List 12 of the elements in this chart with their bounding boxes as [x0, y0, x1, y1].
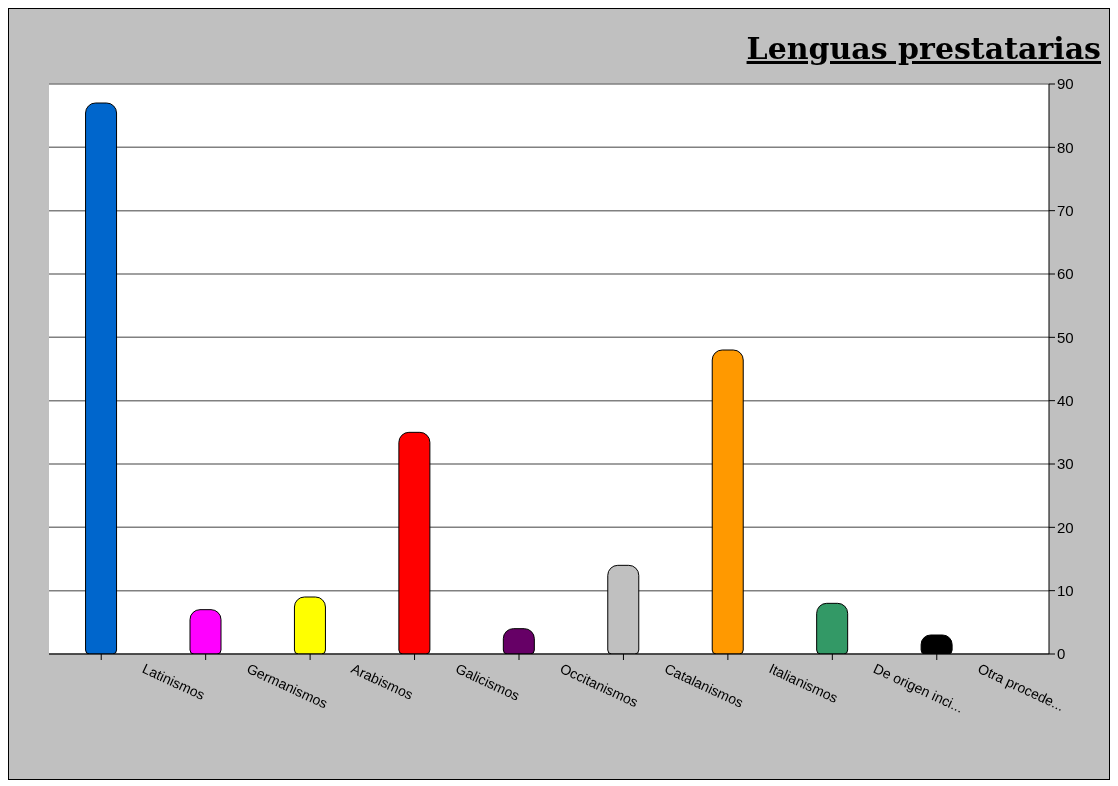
- y-tick-label: 50: [1057, 328, 1074, 346]
- y-tick-label: 10: [1057, 581, 1074, 599]
- y-tick-label: 80: [1057, 138, 1074, 156]
- x-tick-label: De origen inci...: [871, 660, 966, 716]
- y-tick-label: 30: [1057, 455, 1074, 473]
- y-tick-label: 0: [1057, 645, 1066, 663]
- y-tick-label: 40: [1057, 391, 1074, 409]
- y-tick-label: 20: [1057, 518, 1074, 536]
- y-tick-label: 90: [1057, 75, 1074, 93]
- chart-title: Lenguas prestatarias: [745, 30, 1102, 68]
- y-tick-label: 70: [1057, 201, 1074, 219]
- y-tick-label: 60: [1057, 265, 1074, 283]
